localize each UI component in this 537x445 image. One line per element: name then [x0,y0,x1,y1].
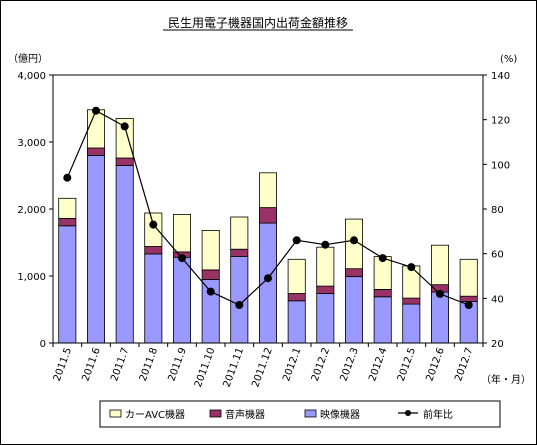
bar-car-avc-2011.5 [58,197,77,219]
legend-swatch-car-avc [109,409,122,418]
right-tick-label: 140 [491,71,510,82]
bar-video-2011.7 [115,165,134,344]
ratio-point-2011.7 [120,122,129,131]
x-tick-label-2011.10: 2011.10 [193,346,217,389]
left-tick-label: 0 [40,339,46,350]
x-tick-label-2011.8: 2011.8 [138,346,160,383]
left-tick-label: 2,000 [17,205,46,216]
x-tick-label-2012.4: 2012.4 [367,346,389,383]
bar-car-avc-2012.1 [287,258,306,294]
right-tick-label: 120 [491,116,510,127]
x-tick-label-2012.7: 2012.7 [453,346,475,383]
bar-video-2011.8 [144,253,163,344]
legend-box [99,400,501,428]
x-tick-label-2011.9: 2011.9 [167,346,189,383]
bar-video-2012.6 [430,291,449,344]
left-tick-label: 1,000 [17,272,46,283]
ratio-point-2011.10 [206,287,215,296]
bar-audio-2011.8 [144,246,163,255]
ratio-line-layer [63,106,473,309]
legend-marker-ratio [405,410,411,416]
right-axis-unit: (%) [500,54,517,65]
bar-car-avc-2011.6 [87,109,106,149]
bar-audio-2011.10 [201,269,220,280]
bar-audio-2012.4 [373,288,392,298]
legend-label-car-avc: カーAVC機器 [125,408,185,421]
bar-video-2011.5 [58,225,77,344]
bar-video-2011.6 [87,154,106,344]
axes-layer: 0 1,000 2,000 3,000 4,000 20 40 60 80 100 120 140 [17,71,510,350]
bar-car-avc-2012.6 [430,244,449,286]
bar-car-avc-2011.7 [115,118,134,159]
ratio-point-2011.6 [92,106,100,115]
legend-label-audio: 音声機器 [225,408,265,421]
ratio-point-2012.3 [350,236,358,245]
ratio-point-2011.8 [149,220,158,229]
right-tick-label: 20 [491,339,504,350]
ratio-point-2012.1 [292,236,301,245]
right-tick-label: 60 [491,250,504,261]
x-tick-label-2011.6: 2011.6 [81,346,103,383]
bar-video-2012.1 [287,300,306,344]
right-tick-label: 40 [491,294,504,305]
right-tick-label: 100 [491,160,510,171]
legend: カーAVC機器 音声機器 映像機器 前年比 [99,400,501,428]
ratio-point-2012.4 [378,254,387,263]
bar-audio-2012.5 [402,297,421,305]
bar-video-2011.9 [172,256,191,344]
bar-video-2012.2 [316,292,335,344]
ratio-point-2012.5 [407,263,416,272]
bar-audio-2011.11 [230,248,249,257]
ratio-point-2011.12 [264,274,272,283]
x-axis-unit: （年・月） [481,373,531,386]
x-tick-label-2011.5: 2011.5 [52,346,74,383]
bar-car-avc-2012.7 [459,258,478,297]
x-tick-labels: 2011.5 2011.6 2011.7 2011.8 2011.9 2011.10 201… [52,346,476,389]
ratio-point-2011.5 [63,173,72,182]
ratio-point-2012.7 [464,301,473,309]
bar-video-2012.3 [344,276,363,344]
ratio-point-2012.2 [321,240,330,249]
bar-audio-2012.3 [344,268,363,278]
ratio-point-2011.9 [178,254,186,263]
x-tick-label-2012.6: 2012.6 [425,346,447,383]
ratio-point-2012.6 [436,289,444,298]
right-tick-label: 80 [491,205,504,216]
legend-swatch-audio [209,409,222,418]
bar-car-avc-2012.2 [316,246,335,287]
bar-audio-2011.7 [115,157,134,166]
x-tick-label-2012.3: 2012.3 [339,346,361,383]
bar-audio-2012.2 [316,285,335,294]
bar-car-avc-2011.12 [258,172,277,209]
bar-car-avc-2011.10 [201,229,220,271]
bar-car-avc-2011.8 [144,212,163,247]
bar-car-avc-2011.9 [172,213,191,253]
bar-car-avc-2011.11 [230,216,249,250]
x-tick-label-2012.2: 2012.2 [310,346,332,383]
legend-label-video: 映像機器 [320,408,360,421]
left-tick-label: 4,000 [17,71,46,82]
x-tick-label-2011.7: 2011.7 [109,346,131,383]
ratio-point-2011.11 [235,301,244,309]
bar-video-2012.5 [402,303,421,344]
x-tick-label-2011.12: 2011.12 [250,346,274,389]
bars-layer [58,109,478,344]
bar-audio-2012.7 [459,295,478,302]
bar-video-2012.4 [373,296,392,344]
x-tick-label-2012.5: 2012.5 [396,346,418,383]
x-tick-label-2011.11: 2011.11 [222,346,246,389]
bar-audio-2011.5 [58,217,77,227]
left-tick-label: 3,000 [17,138,46,149]
legend-swatch-video [304,409,317,418]
left-axis-unit: （億円） [8,52,48,65]
chart-title: 民生用電子機器国内出荷金額推移 [168,15,348,30]
bar-audio-2012.1 [287,292,306,302]
x-tick-label-2012.1: 2012.1 [281,346,303,383]
legend-label-ratio: 前年比 [423,408,453,421]
bar-audio-2011.12 [258,207,277,224]
bar-audio-2011.6 [87,147,106,156]
